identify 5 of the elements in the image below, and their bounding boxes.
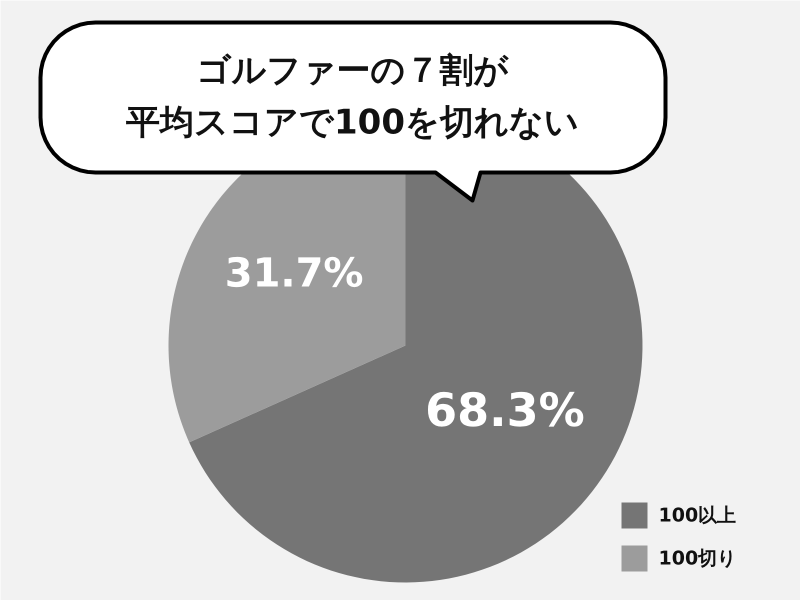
legend-label: 100以上 (658, 504, 736, 526)
data-label: 31.7% (224, 250, 364, 296)
chart-title: ゴルファーの７割が平均スコアで100を切れない (125, 50, 579, 142)
legend-label: 100切り (658, 548, 736, 570)
data-label: 68.3% (425, 382, 585, 437)
